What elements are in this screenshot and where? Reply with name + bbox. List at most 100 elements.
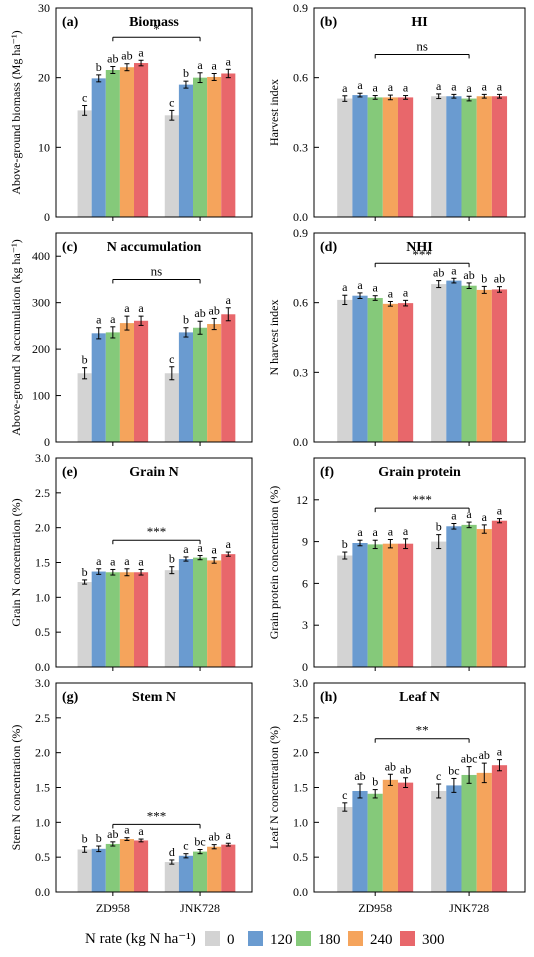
- significance-letter: a: [226, 537, 232, 551]
- bar: [352, 790, 368, 892]
- plot-frame: [313, 7, 526, 218]
- x-tick-label: ZD958: [96, 901, 130, 915]
- y-tick-label: 6: [302, 576, 308, 590]
- bar: [446, 280, 462, 442]
- significance-letter: a: [138, 45, 144, 59]
- y-tick-label: 100: [32, 389, 50, 403]
- legend-swatch: [296, 931, 311, 946]
- y-tick-label: 0.3: [293, 365, 308, 379]
- bar: [397, 303, 414, 442]
- significance-letter: a: [403, 285, 409, 299]
- plot-frame: [313, 457, 526, 668]
- significance-letter: a: [226, 293, 232, 307]
- panel-label: (e): [62, 465, 78, 480]
- bar: [91, 333, 106, 442]
- significance-label: ns: [416, 38, 428, 53]
- bar: [431, 96, 447, 217]
- bar: [221, 844, 236, 892]
- y-tick-label: 0.0: [35, 660, 50, 674]
- plot-frame: [313, 232, 526, 443]
- significance-letter: a: [436, 79, 442, 93]
- legend-label: 120: [270, 932, 293, 948]
- bar: [178, 855, 194, 892]
- significance-letter: b: [436, 520, 442, 534]
- significance-letter: ab: [209, 303, 220, 317]
- y-axis-label: N harvest index: [267, 300, 281, 376]
- y-tick-label: 1.0: [293, 815, 308, 829]
- significance-letter: a: [110, 312, 116, 326]
- bar: [367, 97, 383, 217]
- bar: [382, 97, 398, 217]
- y-tick-label: 2.0: [35, 746, 50, 760]
- significance-letter: a: [183, 542, 189, 556]
- panel-title: N accumulation: [107, 240, 202, 255]
- significance-letter: a: [138, 824, 144, 838]
- significance-letter: b: [342, 537, 348, 551]
- legend-swatch: [348, 931, 363, 946]
- significance-letter: a: [357, 278, 363, 292]
- significance-letter: b: [82, 353, 88, 367]
- plot-frame: [55, 232, 253, 443]
- bar: [476, 96, 492, 217]
- legend-label: 240: [370, 932, 393, 948]
- significance-letter: d: [169, 845, 175, 859]
- significance-letter: a: [373, 81, 379, 95]
- bar: [446, 785, 462, 892]
- bar: [178, 332, 194, 442]
- bar: [367, 298, 383, 442]
- x-tick-label: JNK728: [449, 901, 489, 915]
- significance-letter: a: [138, 301, 144, 315]
- bar: [193, 557, 208, 667]
- significance-label: ns: [151, 263, 163, 278]
- bar: [134, 63, 149, 217]
- bar: [491, 765, 508, 892]
- significance-letter: ab: [385, 759, 396, 773]
- y-axis-label: Stem N concentration (%): [9, 725, 23, 851]
- significance-label: ***: [147, 524, 167, 539]
- significance-letter: c: [82, 91, 87, 105]
- bar: [476, 289, 492, 442]
- bar: [431, 284, 447, 442]
- bar: [221, 314, 236, 442]
- x-tick-label: JNK728: [180, 901, 220, 915]
- bar: [382, 543, 398, 667]
- significance-letter: a: [388, 80, 394, 94]
- y-axis-label: Above-ground N accumulation (kg ha⁻¹): [9, 239, 23, 436]
- y-tick-label: 3.0: [35, 676, 50, 690]
- significance-letter: a: [124, 301, 130, 315]
- y-axis-label: Leaf N concentration (%): [267, 726, 281, 849]
- bar: [193, 851, 208, 892]
- significance-letter: b: [183, 313, 189, 327]
- bar: [193, 77, 208, 218]
- y-tick-label: 0.0: [293, 435, 308, 449]
- y-tick-label: 0.0: [293, 210, 308, 224]
- y-tick-label: 2.5: [35, 711, 50, 725]
- significance-letter: a: [226, 54, 232, 68]
- bar: [105, 843, 120, 892]
- panel-title: Stem N: [132, 690, 176, 705]
- y-tick-label: 0.0: [35, 885, 50, 899]
- panel-label: (c): [62, 240, 78, 255]
- significance-letter: ab: [433, 266, 444, 280]
- legend-swatch: [400, 931, 415, 946]
- panel-5: ba a a a ba a a a***0.00.51.01.52.02.53.0(e) Gra…: [9, 451, 253, 674]
- significance-letter: a: [138, 554, 144, 568]
- bar: [77, 582, 92, 667]
- y-tick-label: 0: [302, 660, 308, 674]
- y-tick-label: 12: [296, 493, 308, 507]
- y-tick-label: 0.9: [293, 1, 308, 15]
- y-tick-label: 2.0: [35, 521, 50, 535]
- significance-letter: b: [183, 66, 189, 80]
- bar: [367, 793, 383, 892]
- significance-letter: c: [169, 95, 174, 109]
- significance-letter: a: [451, 508, 457, 522]
- bar: [164, 570, 179, 667]
- bar: [461, 774, 477, 892]
- significance-letter: ab: [107, 52, 118, 66]
- y-tick-label: 3.0: [35, 451, 50, 465]
- bar: [446, 96, 462, 217]
- y-tick-label: 1.5: [35, 556, 50, 570]
- y-tick-label: 9: [302, 535, 308, 549]
